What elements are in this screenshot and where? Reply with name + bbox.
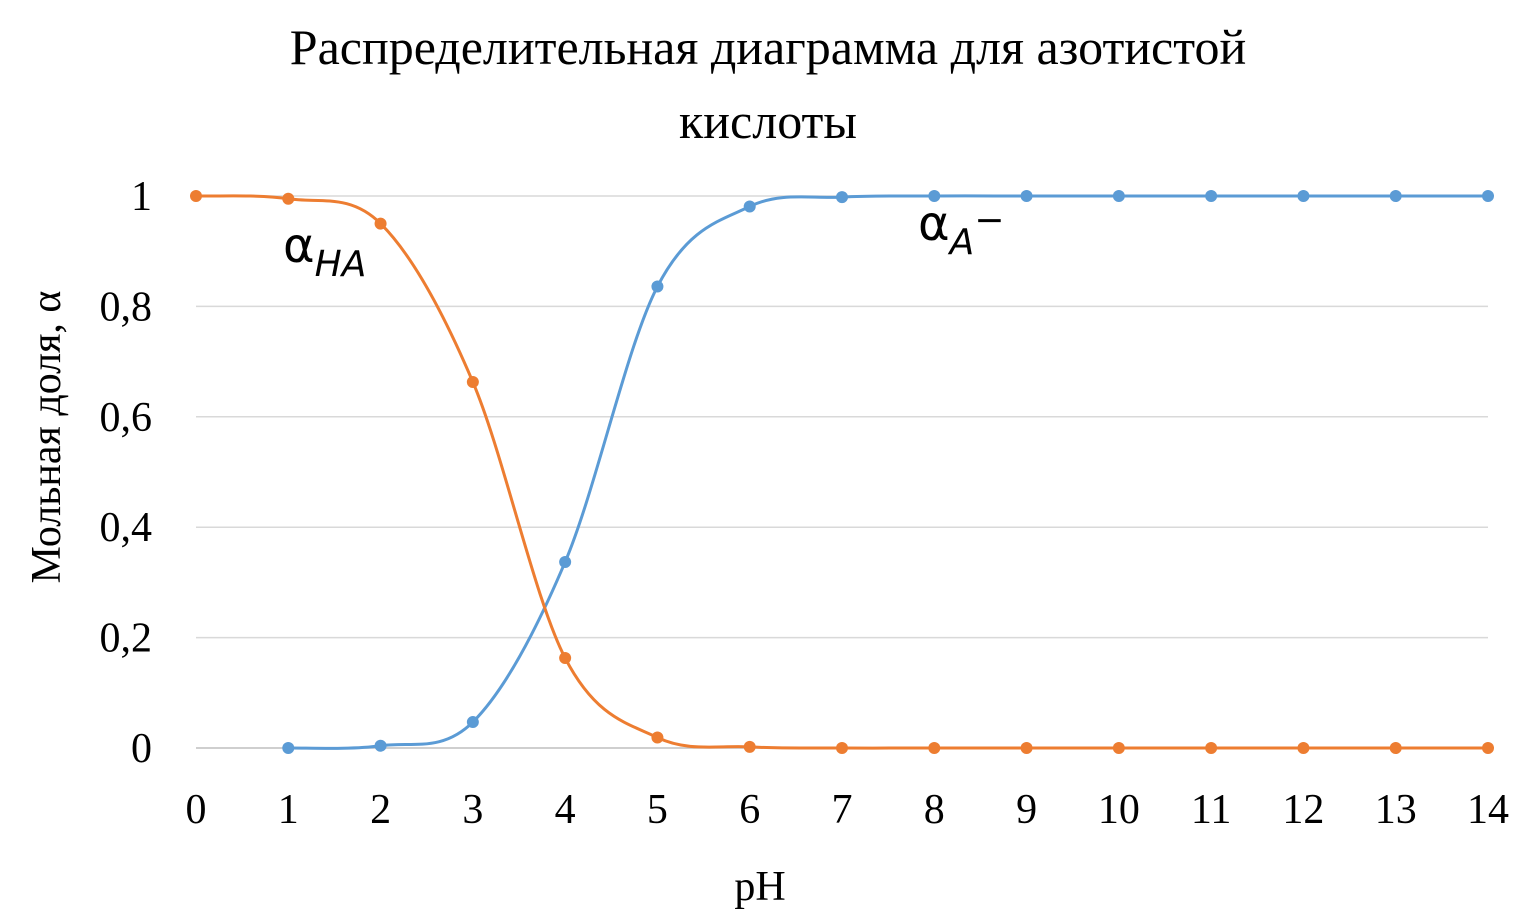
data-point	[1389, 742, 1402, 754]
data-point	[466, 376, 479, 389]
x-tick-label: 14	[1467, 787, 1509, 833]
chart-title-line-1: Распределительная диаграмма для азотисто…	[289, 19, 1247, 75]
annotation-alpha-a-symbol: α	[918, 196, 950, 252]
data-point	[1297, 742, 1310, 754]
data-point	[836, 191, 848, 204]
data-point	[559, 555, 572, 568]
x-tick-label: 8	[924, 787, 945, 833]
data-point	[1482, 742, 1494, 754]
series-layer	[190, 190, 1494, 754]
x-axis-ticks: 0 1 2 3 4 5 6 7 8 9 10 11 12 13 14	[186, 787, 1510, 833]
data-point	[282, 742, 295, 754]
x-tick-label: 13	[1375, 787, 1417, 833]
data-point	[651, 280, 664, 293]
series-line	[288, 194, 1488, 750]
data-point	[190, 190, 202, 202]
data-point	[374, 739, 387, 752]
data-point	[1482, 190, 1494, 202]
data-point	[1205, 742, 1218, 754]
series-HA	[190, 190, 1494, 754]
data-point	[466, 716, 479, 729]
data-point	[651, 731, 664, 744]
x-tick-label: 4	[555, 787, 576, 833]
data-point	[1389, 190, 1402, 202]
x-tick-label: 5	[647, 787, 668, 833]
annotation-alpha-ha: αHA	[283, 218, 366, 285]
data-point	[928, 190, 941, 202]
x-tick-label: 9	[1016, 787, 1037, 833]
annotation-alpha-a-subscript: A	[948, 222, 975, 263]
y-tick-label: 0,8	[100, 284, 153, 330]
y-tick-label: 0	[131, 726, 152, 772]
data-point	[1297, 190, 1310, 202]
x-tick-label: 2	[370, 787, 391, 833]
x-tick-label: 10	[1098, 787, 1140, 833]
y-tick-label: 0,4	[100, 505, 153, 551]
y-axis-ticks: 0 0,2 0,4 0,6 0,8 1	[100, 174, 153, 772]
x-tick-label: 11	[1191, 787, 1231, 833]
y-tick-label: 0,6	[100, 395, 153, 441]
data-point	[1020, 742, 1033, 754]
annotation-alpha-ha-subscript: HA	[315, 244, 367, 285]
data-point	[282, 192, 295, 205]
x-tick-label: 6	[739, 787, 760, 833]
y-axis-label: Мольная доля, α	[24, 291, 70, 584]
chart-title-line-2: кислоты	[679, 93, 857, 149]
annotation-alpha-ha-symbol: α	[283, 218, 315, 274]
series-A	[282, 190, 1494, 754]
y-tick-label: 0,2	[100, 616, 153, 662]
data-point	[743, 200, 756, 213]
x-tick-label: 3	[462, 787, 483, 833]
data-point	[1112, 190, 1125, 202]
data-point	[1112, 742, 1125, 754]
x-axis-label: pH	[734, 864, 785, 910]
data-point	[743, 740, 756, 753]
data-point	[559, 652, 572, 665]
x-tick-label: 0	[186, 787, 207, 833]
x-tick-label: 7	[832, 787, 853, 833]
data-point	[836, 742, 848, 754]
annotation-alpha-a: αA−	[918, 196, 1004, 263]
x-tick-label: 1	[278, 787, 299, 833]
y-tick-label: 1	[131, 174, 152, 220]
series-line	[195, 194, 1489, 750]
data-point	[374, 217, 387, 230]
data-point	[1020, 190, 1033, 202]
data-point	[1205, 190, 1218, 202]
x-tick-label: 12	[1282, 787, 1324, 833]
gridlines	[196, 195, 1488, 749]
data-point	[928, 742, 941, 754]
annotation-alpha-a-superscript: −	[974, 200, 1004, 241]
